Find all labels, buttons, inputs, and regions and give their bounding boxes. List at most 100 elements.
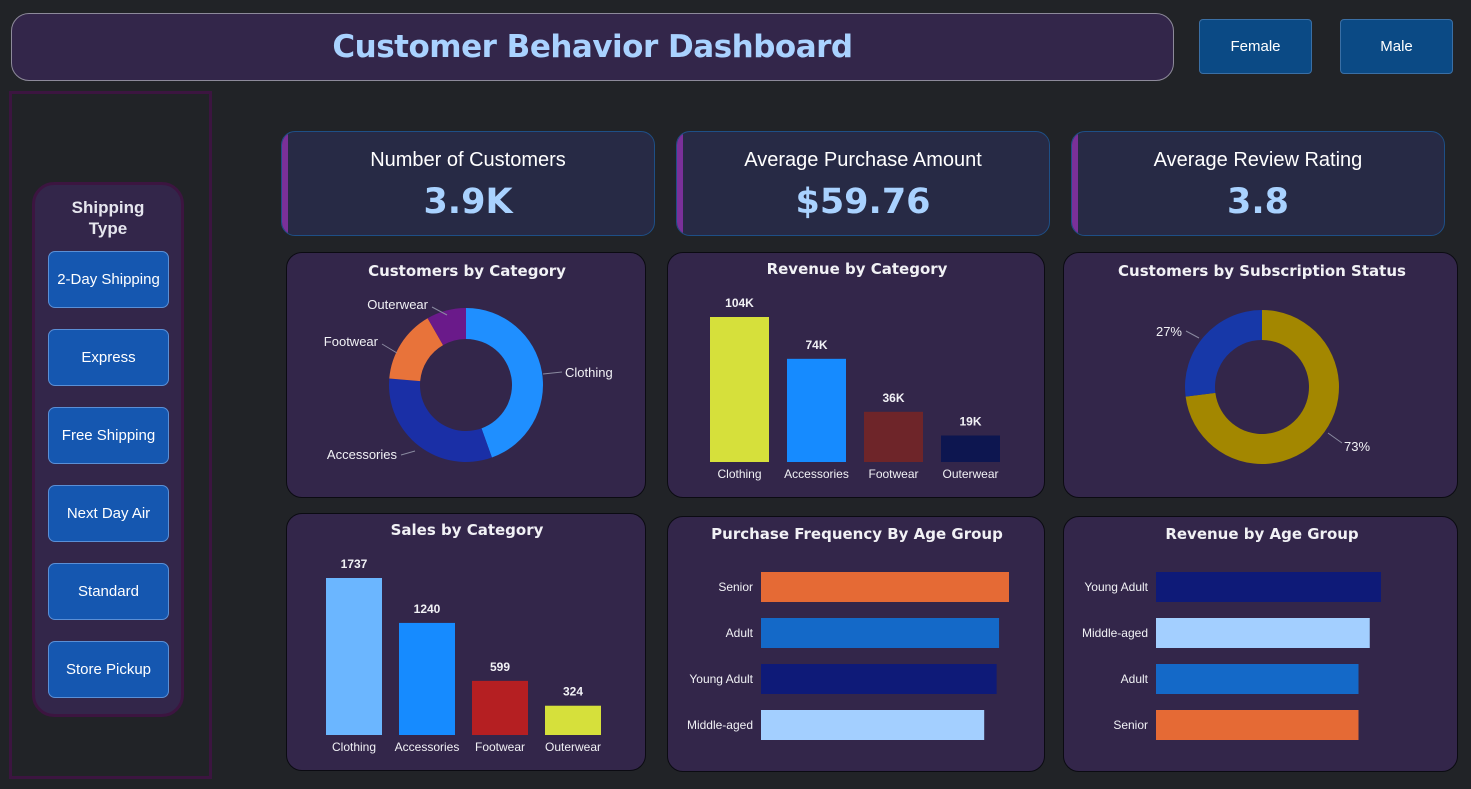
male-filter-button[interactable]: Male — [1340, 19, 1453, 74]
slice-accessories — [389, 378, 492, 462]
bar-footwear — [472, 680, 528, 735]
revenue-by-category-panel: Revenue by Category 104K Clothing 74K Access… — [667, 252, 1045, 498]
bar-senior — [761, 572, 1009, 602]
bar-outerwear — [941, 435, 1000, 462]
customers-by-category-chart: Customers by Category Clothing Accessories… — [324, 262, 613, 462]
bar-outerwear — [545, 705, 601, 735]
kpi-value: $59.76 — [795, 182, 931, 222]
revenue-by-category-chart: Revenue by Category 104K Clothing 74K Access… — [710, 260, 1000, 481]
leader-line — [381, 343, 398, 354]
chart-title: Revenue by Category — [767, 260, 948, 278]
bar-accessories — [399, 622, 455, 735]
slice-label-footwear: Footwear — [324, 334, 379, 349]
data-label: 36K — [882, 391, 904, 405]
bar-middle-aged — [761, 710, 985, 740]
title-bar: Customer Behavior Dashboard — [11, 13, 1174, 81]
data-label: 104K — [725, 296, 754, 310]
tick-label: Middle-aged — [1082, 626, 1148, 640]
data-label: 324 — [563, 685, 583, 699]
kpi-label: Number of Customers — [370, 149, 566, 171]
tick-label: Footwear — [475, 740, 525, 754]
chart-title: Purchase Frequency By Age Group — [711, 525, 1003, 543]
bar-young-adult — [1156, 572, 1381, 602]
leader-line — [400, 450, 416, 456]
kpi-label: Average Review Rating — [1153, 149, 1363, 171]
leader-line — [542, 371, 563, 375]
tick-label: Clothing — [717, 467, 761, 481]
bar-senior — [1156, 710, 1359, 740]
bar-clothing — [326, 578, 382, 735]
revenue-by-age-panel: Revenue by Age Group Young Adult Middle-ag… — [1063, 516, 1458, 772]
slice-label-outerwear: Outerwear — [367, 297, 428, 312]
shipping-option-2-day[interactable]: 2-Day Shipping — [48, 251, 169, 308]
customers-by-category-panel: Customers by Category Clothing Accessories… — [286, 252, 646, 498]
tick-label: Senior — [1113, 718, 1148, 732]
slice-label-accessories: Accessories — [327, 447, 398, 462]
tick-label: Young Adult — [1084, 580, 1148, 594]
female-filter-button[interactable]: Female — [1199, 19, 1312, 74]
bar-middle-aged — [1156, 618, 1370, 648]
bar-clothing — [710, 317, 769, 462]
tick-label: Adult — [726, 626, 754, 640]
tick-label: Accessories — [395, 740, 460, 754]
purchase-frequency-panel: Purchase Frequency By Age Group Senior Adu… — [667, 516, 1045, 772]
tick-label: Young Adult — [689, 672, 753, 686]
kpi-label: Average Purchase Amount — [744, 149, 982, 171]
leader-line — [1185, 330, 1200, 339]
tick-label: Clothing — [332, 740, 376, 754]
sales-by-category-chart: Sales by Category 1737 Clothing 1240 Accesso… — [326, 521, 601, 754]
bar-adult — [761, 618, 1000, 648]
kpi-value: 3.9K — [423, 182, 513, 222]
kpi-card-avg-purchase: Average Purchase Amount $59.76 — [676, 131, 1050, 236]
slice-label-27: 27% — [1156, 324, 1182, 339]
data-label: 74K — [805, 338, 827, 352]
chart-title: Customers by Category — [368, 262, 566, 280]
bar-accessories — [787, 358, 846, 462]
kpi-accent — [282, 132, 288, 235]
chart-title: Sales by Category — [391, 521, 544, 539]
shipping-option-express[interactable]: Express — [48, 329, 169, 386]
shipping-option-next-day-air[interactable]: Next Day Air — [48, 485, 169, 542]
shipping-option-standard[interactable]: Standard — [48, 563, 169, 620]
bar-young-adult — [761, 664, 997, 694]
slice-no — [1185, 310, 1339, 464]
filter-frame — [9, 91, 212, 779]
revenue-by-age-chart: Revenue by Age Group Young Adult Middle-ag… — [1082, 525, 1381, 740]
tick-label: Accessories — [784, 467, 849, 481]
slice-outerwear — [427, 308, 466, 346]
tick-label: Senior — [718, 580, 753, 594]
leader-line — [431, 306, 448, 316]
leader-line — [1327, 432, 1343, 444]
kpi-accent — [677, 132, 683, 235]
tick-label: Middle-aged — [687, 718, 753, 732]
kpi-card-customers: Number of Customers 3.9K — [281, 131, 655, 236]
data-label: 1240 — [414, 602, 441, 616]
tick-label: Adult — [1121, 672, 1149, 686]
kpi-accent — [1072, 132, 1078, 235]
sales-by-category-panel: Sales by Category 1737 Clothing 1240 Accesso… — [286, 513, 646, 771]
data-label: 599 — [490, 660, 510, 674]
bar-adult — [1156, 664, 1359, 694]
page-title: Customer Behavior Dashboard — [332, 29, 853, 65]
slice-label-clothing: Clothing — [565, 365, 613, 380]
slice-footwear — [389, 318, 444, 382]
subscription-status-chart: Customers by Subscription Status 73% 27% — [1118, 262, 1406, 464]
slice-yes — [1185, 310, 1262, 397]
subscription-status-panel: Customers by Subscription Status 73% 27% — [1063, 252, 1458, 498]
slice-clothing — [466, 308, 543, 458]
chart-title: Customers by Subscription Status — [1118, 262, 1406, 280]
tick-label: Outerwear — [545, 740, 601, 754]
shipping-option-store-pickup[interactable]: Store Pickup — [48, 641, 169, 698]
slicer-title: Shipping Type — [35, 197, 181, 239]
tick-label: Outerwear — [942, 467, 998, 481]
kpi-value: 3.8 — [1226, 182, 1289, 222]
tick-label: Footwear — [868, 467, 918, 481]
shipping-option-free[interactable]: Free Shipping — [48, 407, 169, 464]
slicer-title-line1: Shipping — [71, 198, 145, 217]
data-label: 19K — [959, 415, 981, 429]
slice-label-73: 73% — [1344, 439, 1370, 454]
slicer-title-line2: Type — [88, 219, 128, 238]
chart-title: Revenue by Age Group — [1165, 525, 1359, 543]
purchase-frequency-chart: Purchase Frequency By Age Group Senior Adu… — [687, 525, 1009, 740]
data-label: 1737 — [341, 557, 368, 571]
